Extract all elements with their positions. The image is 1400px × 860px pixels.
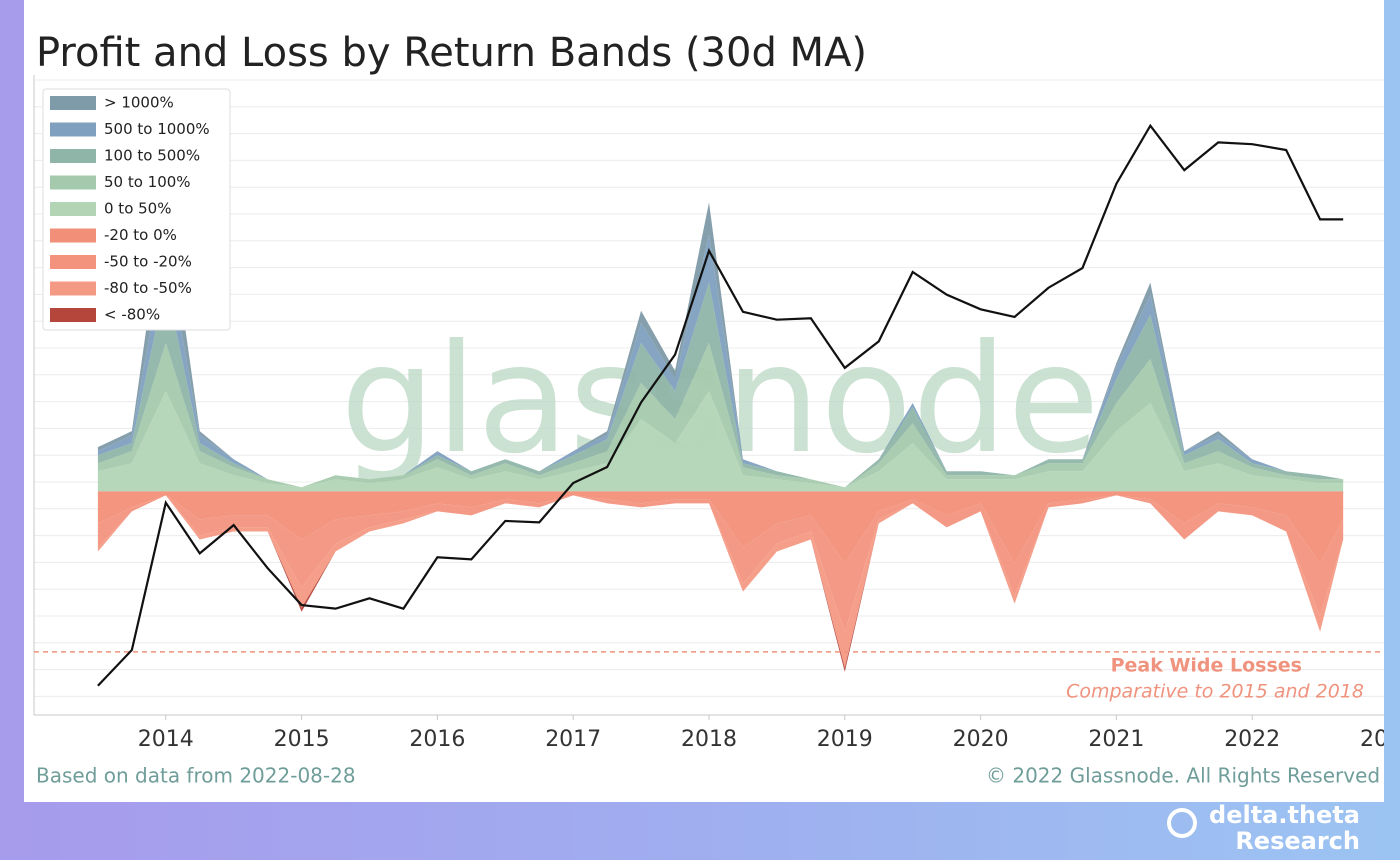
x-tick-label: 2015 — [274, 727, 330, 752]
legend-label: 0 to 50% — [104, 200, 171, 218]
legend: > 1000% 500 to 1000% 100 to 500% 50 to 100%… — [42, 88, 231, 331]
x-tick-label: 2018 — [681, 727, 737, 752]
legend-swatch — [50, 308, 96, 322]
legend-label: < -80% — [104, 306, 160, 324]
logo-icon — [1167, 808, 1198, 838]
area-band — [97, 495, 1344, 632]
legend-label: 500 to 1000% — [104, 120, 210, 138]
legend-label: > 1000% — [104, 94, 174, 112]
annotation-title: Peak Wide Losses — [1111, 655, 1302, 677]
x-tick-label: 2020 — [953, 727, 1009, 752]
x-tick-label: 2017 — [545, 727, 601, 752]
chart-title: Profit and Loss by Return Bands (30d MA) — [36, 30, 867, 76]
legend-swatch — [50, 122, 96, 137]
legend-swatch — [50, 255, 96, 269]
price-line — [97, 123, 1344, 687]
area-band — [97, 342, 1344, 488]
legend-swatch — [50, 96, 96, 110]
legend-label: -50 to -20% — [104, 253, 192, 271]
x-tick-label: 2014 — [138, 727, 194, 752]
branding: delta.theta Research — [1167, 801, 1360, 855]
footer-left: Based on data from 2022-08-28 — [36, 764, 356, 788]
legend-label: -20 to 0% — [104, 226, 177, 244]
annotation-subtitle: Comparative to 2015 and 2018 — [1066, 681, 1364, 703]
x-tick-label: 2016 — [409, 727, 465, 752]
area-band — [97, 282, 1344, 488]
x-tick-label: 2021 — [1088, 727, 1144, 752]
legend-label: 50 to 100% — [104, 173, 191, 191]
x-tick-label: 2023 — [1360, 727, 1384, 752]
area-band — [97, 491, 1344, 564]
legend-swatch — [50, 149, 96, 163]
footer-right: © 2022 Glassnode. All Rights Reserved — [986, 764, 1380, 788]
chart: Profit and Loss by Return Bands (30d MA)… — [33, 30, 1384, 788]
legend-swatch — [50, 202, 96, 216]
brand-name: delta.theta — [1209, 801, 1360, 829]
brand-sub: Research — [1235, 827, 1360, 855]
legend-label: -80 to -50% — [104, 279, 192, 297]
chart-card: Profit and Loss by Return Bands (30d MA)… — [24, 0, 1384, 802]
area-band — [97, 390, 1344, 492]
legend-label: 100 to 500% — [104, 147, 200, 165]
x-tick-label: 2019 — [817, 727, 873, 752]
legend-swatch — [50, 281, 96, 296]
legend-swatch — [50, 228, 96, 243]
x-tick-label: 2022 — [1224, 727, 1280, 752]
legend-swatch — [50, 175, 96, 190]
